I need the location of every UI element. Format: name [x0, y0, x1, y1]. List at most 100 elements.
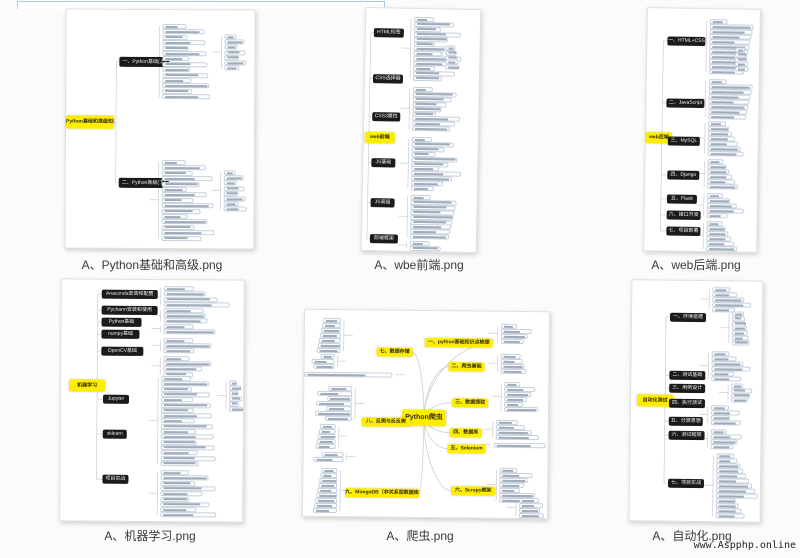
leaf-row — [711, 376, 742, 382]
leaf-row — [160, 397, 194, 403]
leaf-row — [229, 390, 239, 396]
branch-label: 六、Scrapy框架 — [451, 486, 496, 496]
leaf-row — [161, 176, 213, 182]
leaf-row — [160, 434, 214, 440]
branch-label: 五、Selenium — [447, 444, 486, 454]
thumbnail-python-basics[interactable]: Python基础和高级知识 一、Python基础(上) 二、Python高级(下) — [64, 8, 256, 250]
leaf-row — [163, 329, 216, 335]
file-caption-web-frontend: A、wbe前端.png — [374, 258, 464, 272]
leaf-row — [706, 213, 728, 219]
thumbnail-spider[interactable]: Python爬虫 一、python基础知识点梳理 二、爬虫基础 三、数据提取 四、数据库… — [301, 308, 551, 520]
leaf-row — [313, 363, 335, 370]
branch-label: 二、爬虫基础 — [448, 362, 485, 372]
branch-node: 四、Django — [667, 170, 700, 180]
leaf-row — [162, 29, 205, 35]
branch-node: JS基础 — [371, 158, 396, 168]
leaf-row — [160, 418, 195, 424]
leaf-row — [163, 348, 195, 354]
leaf-row — [313, 456, 344, 463]
branch-node: Jupyter — [102, 394, 130, 404]
leaf-row — [228, 396, 243, 402]
leaf-row — [706, 246, 738, 252]
leaf-row — [315, 443, 336, 450]
leaf-row — [224, 44, 238, 50]
branch-label: 三、数据提取 — [452, 398, 489, 408]
leaf-row — [162, 40, 206, 46]
leaf-row — [493, 442, 546, 449]
branch-node: 一、环境搭建 — [669, 312, 707, 323]
root-node: web前端 — [364, 131, 395, 144]
branch-label: 一、python基础知识点梳理 — [424, 337, 493, 348]
branch-node: numpy基础 — [101, 329, 140, 339]
connector-lines — [96, 288, 227, 516]
leaf-row — [161, 386, 193, 392]
leaf-row — [160, 491, 203, 497]
branch-node: Pycharm安装和使用 — [101, 305, 158, 316]
leaf-row — [734, 66, 749, 72]
thumbnail-automation[interactable]: 自动化测试 一、环境搭建 二、测试基础 三、用例设计 四、执行测试 五、分层思想 六、测试框… — [628, 279, 764, 523]
branch-node: 七、项目部署 — [666, 226, 701, 236]
file-caption-automation: A、自动化.png — [652, 529, 732, 543]
leaf-row — [161, 187, 187, 193]
leaf-row — [161, 230, 215, 236]
leaf-row — [162, 34, 188, 40]
leaf-row — [161, 224, 195, 230]
branch-node: 五、分层思想 — [668, 416, 703, 427]
leaf-row — [161, 203, 214, 209]
leaf-row — [445, 64, 460, 70]
branch-node: HTML标签 — [373, 28, 404, 38]
thumbnail-machine-learning[interactable]: 机器学习 Anaconda安装和配置 Pycharm安装和使用 Python基础 num… — [59, 278, 245, 523]
leaf-row — [160, 512, 217, 518]
root-node: 自动化测试 — [636, 394, 674, 407]
leaf-row — [163, 366, 203, 372]
leaf-row — [163, 318, 208, 324]
file-caption-spider: A、爬虫.png — [386, 529, 454, 543]
thumbnail-web-frontend[interactable]: web前端 HTML标签 CSS选择器 CSS3属性 JS基础 JS高级 前端框架 — [360, 6, 482, 254]
leaf-row — [162, 56, 190, 62]
leaf-row — [161, 160, 186, 166]
branch-node: OpenCV基础 — [101, 346, 144, 356]
leaf-row — [163, 286, 194, 292]
branch-label: 九、MongoDB（非关系型数据库） — [345, 488, 420, 498]
leaf-row — [411, 126, 451, 132]
branch-node: sklearn — [102, 429, 127, 439]
file-caption-machine-learning: A、机器学习.png — [104, 529, 196, 543]
leaf-row — [223, 185, 245, 192]
leaf-row — [731, 340, 750, 346]
thumbnail-web-backend[interactable]: web后端 一、HTML+CSS 二、JavaScript 三、MySQL 四、Djan… — [643, 7, 761, 253]
leaf-row — [504, 406, 539, 413]
leaf-row — [316, 347, 341, 354]
branch-node: 二、JavaScript — [666, 98, 705, 109]
leaf-row — [160, 460, 199, 467]
root-node: 机器学习 — [69, 379, 106, 392]
partial-input-box — [17, 1, 385, 9]
branch-node: Python基础 — [101, 317, 142, 327]
leaf-row — [707, 151, 744, 157]
leaf-row — [161, 170, 193, 176]
file-caption-web-backend: A、web后端.png — [651, 258, 741, 272]
branch-node: JS高级 — [370, 198, 395, 208]
leaf-row — [710, 420, 741, 426]
leaf-row — [160, 496, 190, 502]
branch-node: 前端框架 — [369, 234, 398, 244]
leaf-row — [162, 67, 191, 73]
leaf-row — [161, 381, 210, 387]
branch-label: 四、数据库 — [449, 428, 482, 438]
leaf-row — [324, 415, 352, 422]
leaf-row — [409, 233, 449, 240]
leaf-row — [707, 184, 739, 190]
leaf-row — [162, 83, 210, 89]
branch-node: 四、执行测试 — [668, 398, 706, 409]
branch-node: CSS选择器 — [372, 74, 404, 84]
leaf-row — [162, 45, 189, 51]
leaf-row — [161, 192, 207, 198]
leaf-row — [495, 434, 539, 441]
leaf-row — [730, 397, 749, 404]
branch-node: 七、项目实战 — [667, 478, 705, 489]
leaf-row — [163, 302, 230, 308]
connector-lines — [114, 25, 222, 239]
leaf-row — [223, 180, 237, 186]
leaf-row — [224, 49, 246, 56]
leaf-row — [160, 450, 198, 456]
leaf-row — [500, 338, 524, 345]
